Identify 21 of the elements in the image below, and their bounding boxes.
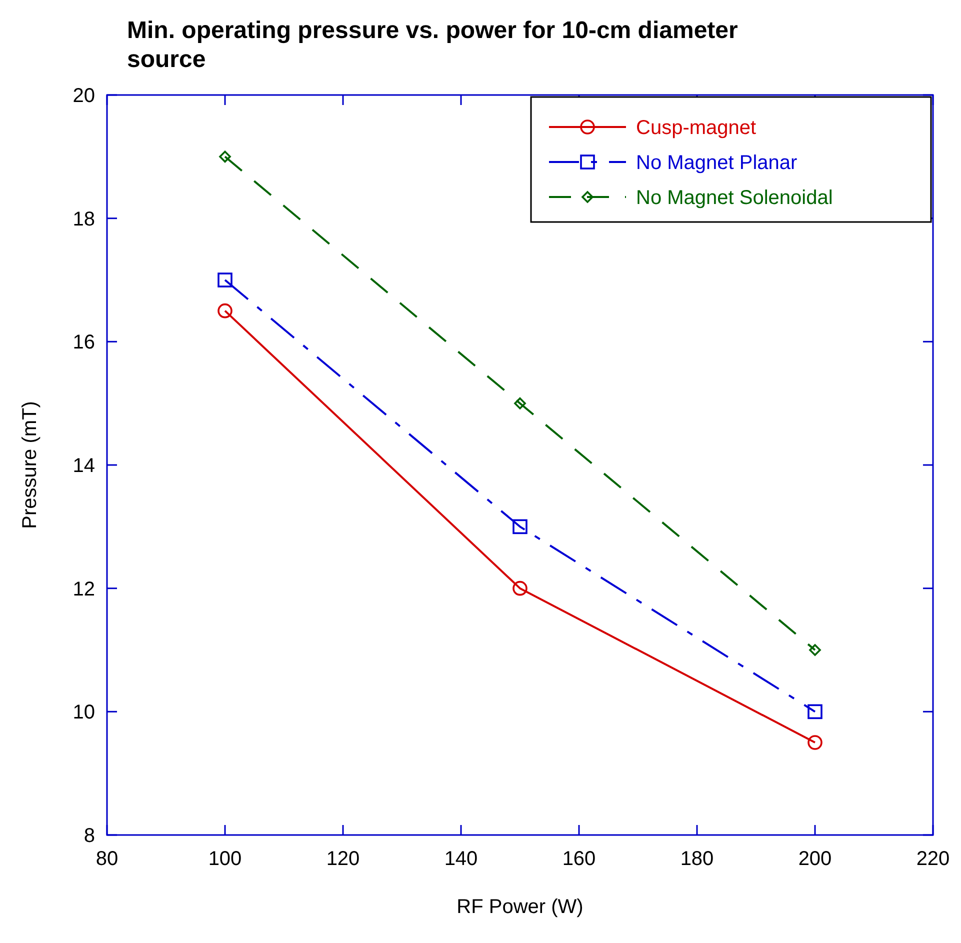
x-tick-label: 220 — [916, 848, 950, 870]
y-tick-label: 10 — [72, 702, 95, 724]
x-tick-label: 80 — [96, 848, 118, 870]
y-tick-label: 16 — [72, 332, 95, 354]
legend-label: No Magnet Solenoidal — [636, 187, 833, 209]
legend-label: Cusp-magnet — [636, 117, 756, 139]
x-tick-label: 140 — [444, 848, 478, 870]
x-tick-label: 120 — [326, 848, 360, 870]
chart-title: Min. operating pressure vs. power for 10-cm diameter source — [127, 17, 738, 73]
x-tick-label: 180 — [680, 848, 714, 870]
x-tick-label: 200 — [798, 848, 832, 870]
x-axis-title: RF Power (W) — [456, 896, 584, 918]
y-tick-label: 12 — [72, 578, 95, 600]
y-tick-label: 18 — [72, 208, 95, 230]
x-tick-label: 100 — [208, 848, 242, 870]
y-tick-label: 14 — [72, 455, 95, 477]
y-tick-label: 8 — [84, 825, 95, 847]
y-tick-label: 20 — [72, 85, 95, 107]
y-axis-title: Pressure (mT) — [19, 401, 41, 529]
legend-label: No Magnet Planar — [636, 152, 798, 174]
x-tick-label: 160 — [562, 848, 596, 870]
